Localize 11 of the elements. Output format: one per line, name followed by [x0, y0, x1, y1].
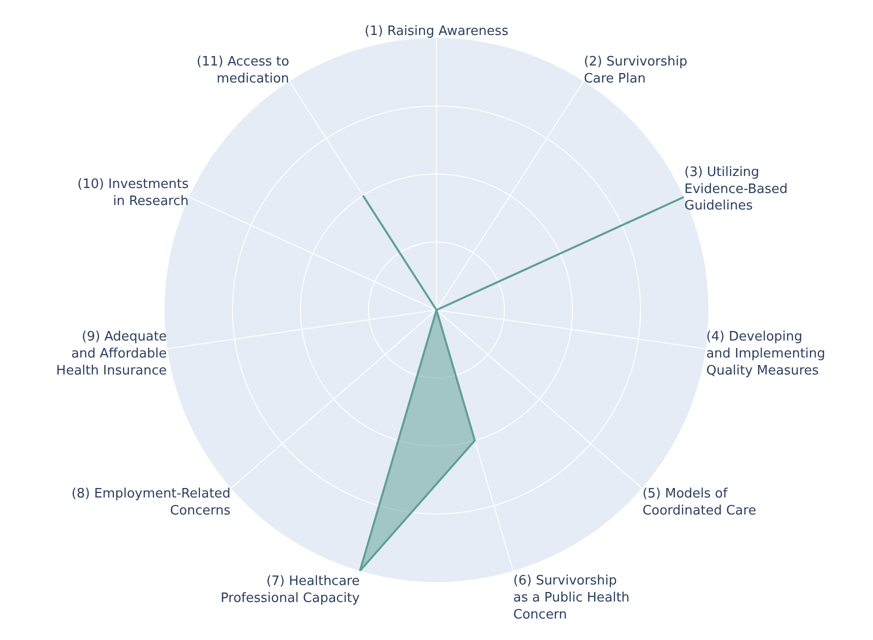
spoke-label: (8) Employment-Related Concerns — [72, 486, 231, 518]
spoke-label: (3) Utilizing Evidence-Based Guidelines — [684, 164, 788, 214]
spoke-label: (10) Investments in Research — [77, 176, 189, 209]
spoke-label: (4) Developing and Implementing Quality Measures — [706, 330, 826, 378]
spoke-label: (5) Models of Coordinated Care — [642, 486, 756, 518]
spoke-label: (1) Raising Awareness — [364, 24, 509, 39]
spoke-label: (9) Adequate and Affordable Health Insurance — [56, 330, 167, 378]
spoke-label: (2) Survivorship Care Plan — [584, 54, 688, 86]
spoke-label: (6) Survivorship as a Public Health Concern — [513, 574, 630, 622]
spoke-label: (7) Healthcare Professional Capacity — [220, 574, 360, 606]
spoke-label: (11) Access to medication — [196, 54, 290, 86]
